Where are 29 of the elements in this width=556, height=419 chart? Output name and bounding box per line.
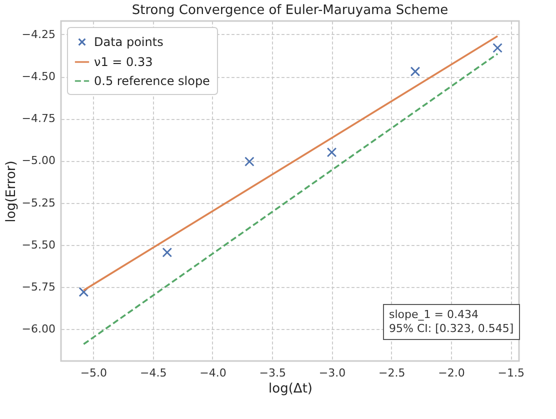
x-tick-label: −5.0: [80, 366, 108, 380]
x-tick-label: −2.0: [438, 366, 465, 380]
legend-label: Data points: [94, 35, 164, 49]
y-tick-label: −4.25: [22, 28, 56, 41]
point: [492, 43, 502, 53]
y-axis-title: log(Error): [4, 160, 19, 222]
y-tick-label: −6.00: [22, 322, 56, 336]
point: [162, 248, 172, 258]
x-tick-label: −3.0: [318, 366, 346, 380]
point: [78, 287, 89, 297]
x-tick-label: −1.5: [498, 366, 525, 380]
y-tick-label: −5.00: [22, 154, 56, 168]
point: [326, 147, 337, 158]
annotation: slope_1 = 0.434 95% CI: [0.323, 0.545]: [383, 304, 520, 340]
point: [410, 66, 420, 76]
legend-label: 0.5 reference slope: [94, 74, 210, 88]
x-tick-label: −4.0: [200, 366, 226, 380]
x-tick-label: −2.5: [378, 366, 406, 380]
y-tick-label: −4.75: [22, 112, 56, 126]
point: [244, 156, 254, 166]
x-tick-label: −3.5: [259, 366, 286, 380]
chart-title: Strong Convergence of Euler-Maruyama Scheme: [132, 3, 448, 18]
y-tick-label: −5.25: [22, 196, 56, 210]
y-tick-label: −4.50: [22, 70, 56, 84]
x-axis-title: log(Δt): [268, 382, 312, 396]
x-tick-label: −4.5: [140, 366, 167, 380]
y-tick-label: −5.75: [22, 280, 56, 294]
legend-label: ν1 = 0.33: [94, 55, 153, 69]
y-tick-label: −5.50: [22, 238, 56, 252]
